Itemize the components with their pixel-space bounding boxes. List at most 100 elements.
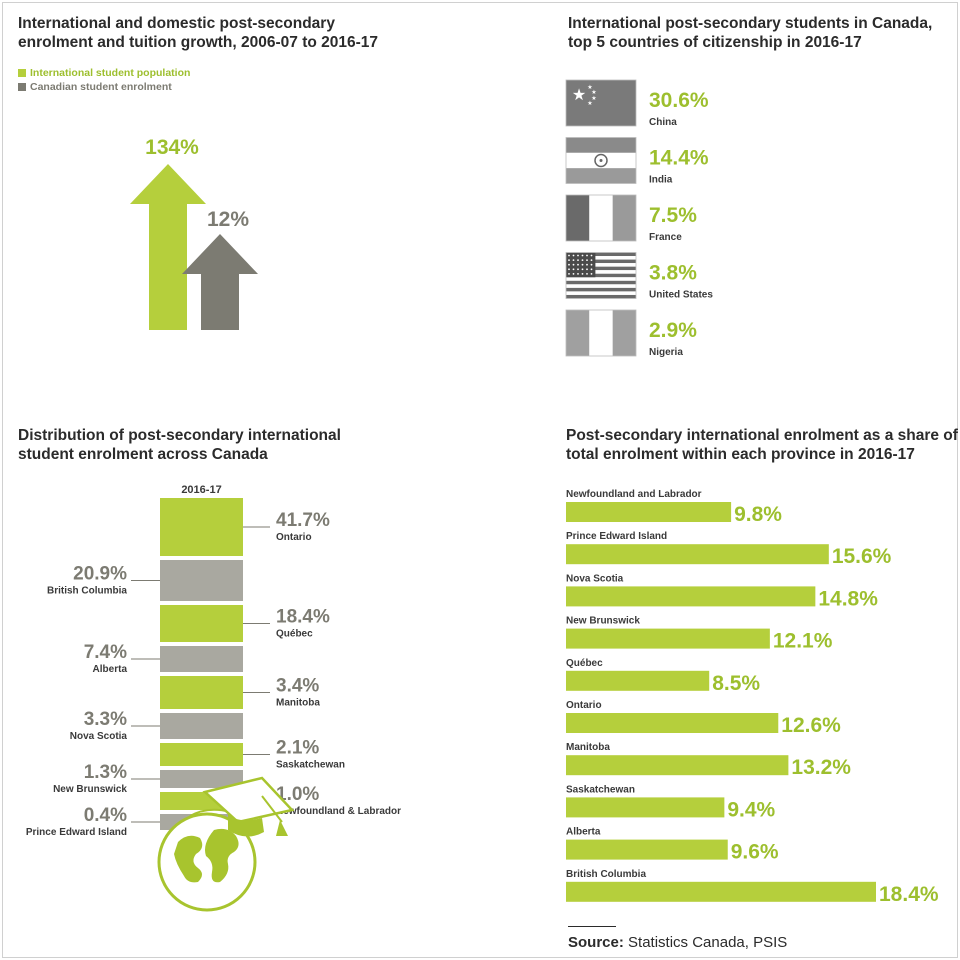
segment-value-label: 7.4%	[84, 642, 127, 663]
panel2-title: International post-secondary students in…	[568, 14, 932, 52]
usa-flag-star	[586, 259, 588, 261]
usa-flag-star	[590, 273, 593, 275]
province-name-label: Newfoundland and Labrador	[566, 489, 702, 500]
province-name-label: Manitoba	[566, 742, 610, 753]
province-share-value: 9.6%	[731, 841, 779, 864]
usa-flag-canton	[566, 252, 596, 278]
segment-value-label: 41.7%	[276, 510, 330, 531]
country-share-value: 14.4%	[649, 147, 709, 170]
country-row-china: ★ ★★★★ 30.6%China	[565, 79, 709, 128]
province-share-bar	[566, 544, 829, 565]
france-flag-border	[565, 194, 637, 242]
globe-continent-africa	[205, 828, 239, 883]
panel3-title-line2: student enrolment across Canada	[18, 446, 268, 463]
province-share-bar	[566, 502, 732, 522]
legend-international-label: International student population	[30, 67, 191, 79]
usa-flag-star	[581, 259, 584, 261]
usa-flag-star	[586, 268, 588, 271]
column-header-label: 2016-17	[181, 484, 221, 496]
usa-flag-star	[568, 254, 570, 257]
segment-alberta	[160, 646, 243, 672]
usa-flag-stripe	[566, 259, 636, 264]
segment-name-label: Québec	[276, 629, 313, 640]
india-flag-chakra-hub	[599, 159, 603, 162]
mortarboard-tassel	[276, 820, 288, 836]
segment-manitoba	[160, 676, 243, 709]
nigeria-flag-right-band	[612, 310, 636, 356]
usa-flag-border	[565, 252, 637, 299]
usa-flag-star	[577, 268, 579, 271]
usa-flag-star	[568, 259, 570, 261]
usa-flag-star	[577, 259, 579, 261]
globe-graduation-icon	[157, 776, 295, 912]
province-name-label: Alberta	[566, 827, 601, 838]
usa-flag-star	[572, 263, 575, 266]
distribution-stacked-chart: 2016-17 41.7%Ontario 20.9%British Columbia…	[26, 480, 401, 912]
province-share-bar	[566, 628, 770, 649]
segment-nova-scotia	[160, 713, 243, 739]
segment-value-label: 2.1%	[276, 738, 319, 759]
panel1-title: International and domestic post-secondar…	[18, 14, 378, 52]
segment-name-label: British Columbia	[47, 586, 127, 597]
country-row-nigeria: 2.9% Nigeria	[565, 309, 697, 358]
province-share-value: 15.6%	[832, 545, 892, 568]
usa-flag-star	[590, 259, 593, 261]
country-name-label: United States	[649, 290, 713, 301]
mortarboard-tassel-cord	[261, 795, 283, 823]
usa-flag-star	[572, 273, 575, 275]
panel3-title-line1: Distribution of post-secondary internati…	[18, 427, 341, 444]
province-share-bar	[566, 586, 816, 607]
country-row-india: 14.4% India	[565, 137, 709, 186]
growth-value-label-international: 134%	[145, 136, 199, 159]
china-flag-small-star: ★	[587, 84, 592, 91]
provincial-share-bar-chart: Newfoundland and Labrador 9.8% Prince Edwa…	[566, 489, 939, 906]
usa-flag-star	[581, 268, 584, 271]
usa-flag-stripe	[566, 263, 636, 267]
france-flag-right-band	[612, 195, 636, 241]
province-name-label: Ontario	[566, 700, 602, 711]
country-name-label: Nigeria	[649, 347, 683, 358]
usa-flag-stripe	[566, 291, 636, 295]
country-share-value: 3.8%	[649, 262, 697, 285]
province-share-value: 12.1%	[773, 630, 833, 653]
segment-name-label: Newfoundland & Labrador	[276, 806, 401, 817]
province-share-value: 9.4%	[727, 798, 775, 821]
segment-british-columbia	[160, 560, 243, 601]
panel2-title-line1: International post-secondary students in…	[568, 15, 933, 32]
usa-flag-star	[572, 254, 575, 257]
usa-flag-star	[568, 268, 570, 271]
growth-value-label-canadian: 12%	[207, 208, 249, 231]
segment-value-label: 1.0%	[276, 784, 319, 805]
province-share-bar	[566, 881, 876, 902]
segment-name-label: Nova Scotia	[70, 731, 128, 742]
province-share-value: 13.2%	[791, 756, 851, 779]
growth-arrow-international	[130, 164, 206, 330]
segment-name-label: Alberta	[93, 664, 128, 675]
segment-name-label: Prince Edward Island	[26, 827, 127, 838]
province-share-value: 14.8%	[818, 587, 878, 610]
country-share-value: 30.6%	[649, 89, 709, 112]
province-name-label: Prince Edward Island	[566, 531, 667, 542]
segment-value-label: 3.3%	[84, 709, 127, 730]
usa-flag-stripe	[566, 273, 636, 278]
china-flag-field	[566, 80, 636, 126]
province-name-label: Nova Scotia	[566, 573, 624, 584]
legend-swatch-green	[18, 69, 26, 77]
legend-canadian-label: Canadian student enrolment	[30, 81, 172, 93]
usa-flag-star	[572, 268, 575, 271]
growth-arrows-chart: 134% 12%	[130, 136, 258, 330]
segment-value-label: 0.4%	[84, 805, 127, 826]
usa-flag-star	[577, 273, 579, 275]
usa-flag-star	[581, 254, 584, 257]
usa-flag-star	[581, 263, 584, 266]
usa-flag-star	[577, 254, 579, 257]
column-header-bg	[160, 480, 243, 498]
usa-flag-star	[572, 259, 575, 261]
usa-flag-stripe	[566, 252, 636, 257]
india-flag-border	[565, 137, 637, 184]
source-note: Source: Statistics Canada, PSIS	[568, 934, 787, 951]
panel1-title-line2: enrolment and tuition growth, 2006-07 to…	[18, 34, 379, 51]
province-share-bar	[566, 839, 728, 860]
china-flag-small-star: ★	[587, 100, 592, 107]
legend-international: International student population	[18, 67, 190, 79]
